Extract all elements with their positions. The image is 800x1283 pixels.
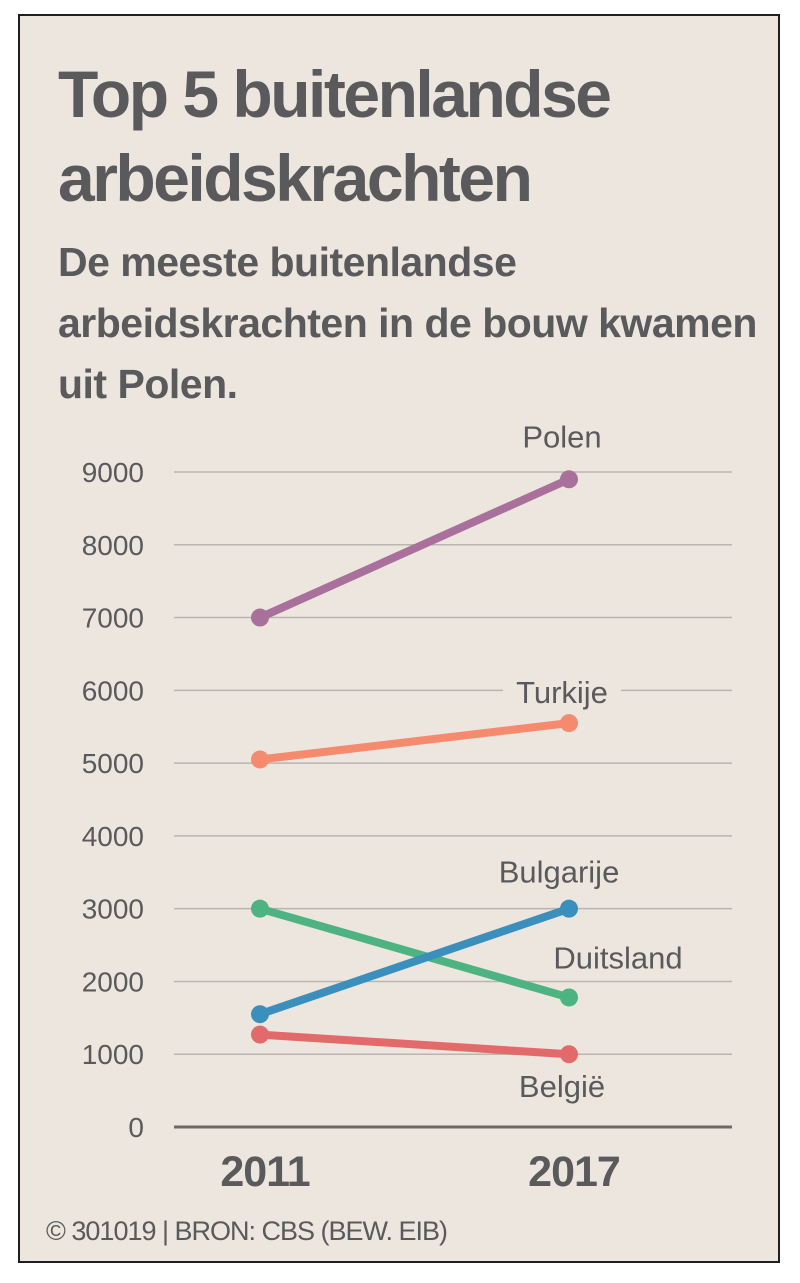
- chart-title: Top 5 buitenlandse arbeidskrachten: [58, 57, 612, 215]
- data-point-polen: [251, 608, 269, 627]
- y-tick-label: 5000: [82, 748, 144, 779]
- line-chart: 0 1000 2000 3000 4000 5000 6000 7000 8000 9000 201…: [82, 419, 732, 1196]
- data-point-turkije: [251, 750, 269, 769]
- series-line-bulgarije: [256, 904, 573, 1019]
- series-label-turkije: Turkije: [516, 675, 608, 710]
- data-point-belgie: [560, 1045, 578, 1064]
- series-line-turkije: [256, 719, 573, 764]
- series-label-polen: Polen: [522, 419, 601, 454]
- series-label-belgie: België: [519, 1069, 605, 1104]
- data-point-bulgarije: [251, 1005, 269, 1024]
- series-line-duitsland: [256, 904, 573, 1002]
- data-point-polen: [560, 470, 578, 489]
- y-tick-label: 8000: [82, 530, 144, 561]
- label-backdrop: [503, 675, 621, 712]
- y-tick-label: 0: [128, 1112, 144, 1143]
- series-line-polen: [256, 475, 573, 622]
- series-label-duitsland: Duitsland: [553, 940, 682, 975]
- y-tick-label: 1000: [82, 1039, 144, 1070]
- data-point-bulgarije: [560, 899, 578, 918]
- y-tick-label: 3000: [82, 894, 144, 925]
- chart-subtitle: De meeste buitenlandse arbeidskrachten i…: [58, 239, 757, 407]
- data-point-belgie: [251, 1025, 269, 1044]
- series-line-belgie: [256, 1030, 573, 1059]
- y-tick-label: 7000: [82, 603, 144, 634]
- y-tick-label: 2000: [82, 966, 144, 997]
- source-credit: © 301019 | BRON: CBS (BEW. EIB): [46, 1216, 448, 1246]
- y-tick-label: 6000: [82, 675, 144, 706]
- y-tick-label: 9000: [82, 457, 144, 488]
- x-tick-label: 2017: [528, 1148, 620, 1196]
- chart-card: Top 5 buitenlandse arbeidskrachten De me…: [18, 14, 780, 1263]
- data-point-turkije: [560, 714, 578, 733]
- data-point-duitsland: [560, 988, 578, 1007]
- x-tick-label: 2011: [220, 1148, 309, 1196]
- data-point-duitsland: [251, 899, 269, 918]
- y-tick-label: 4000: [82, 821, 144, 852]
- series-label-bulgarije: Bulgarije: [499, 855, 620, 890]
